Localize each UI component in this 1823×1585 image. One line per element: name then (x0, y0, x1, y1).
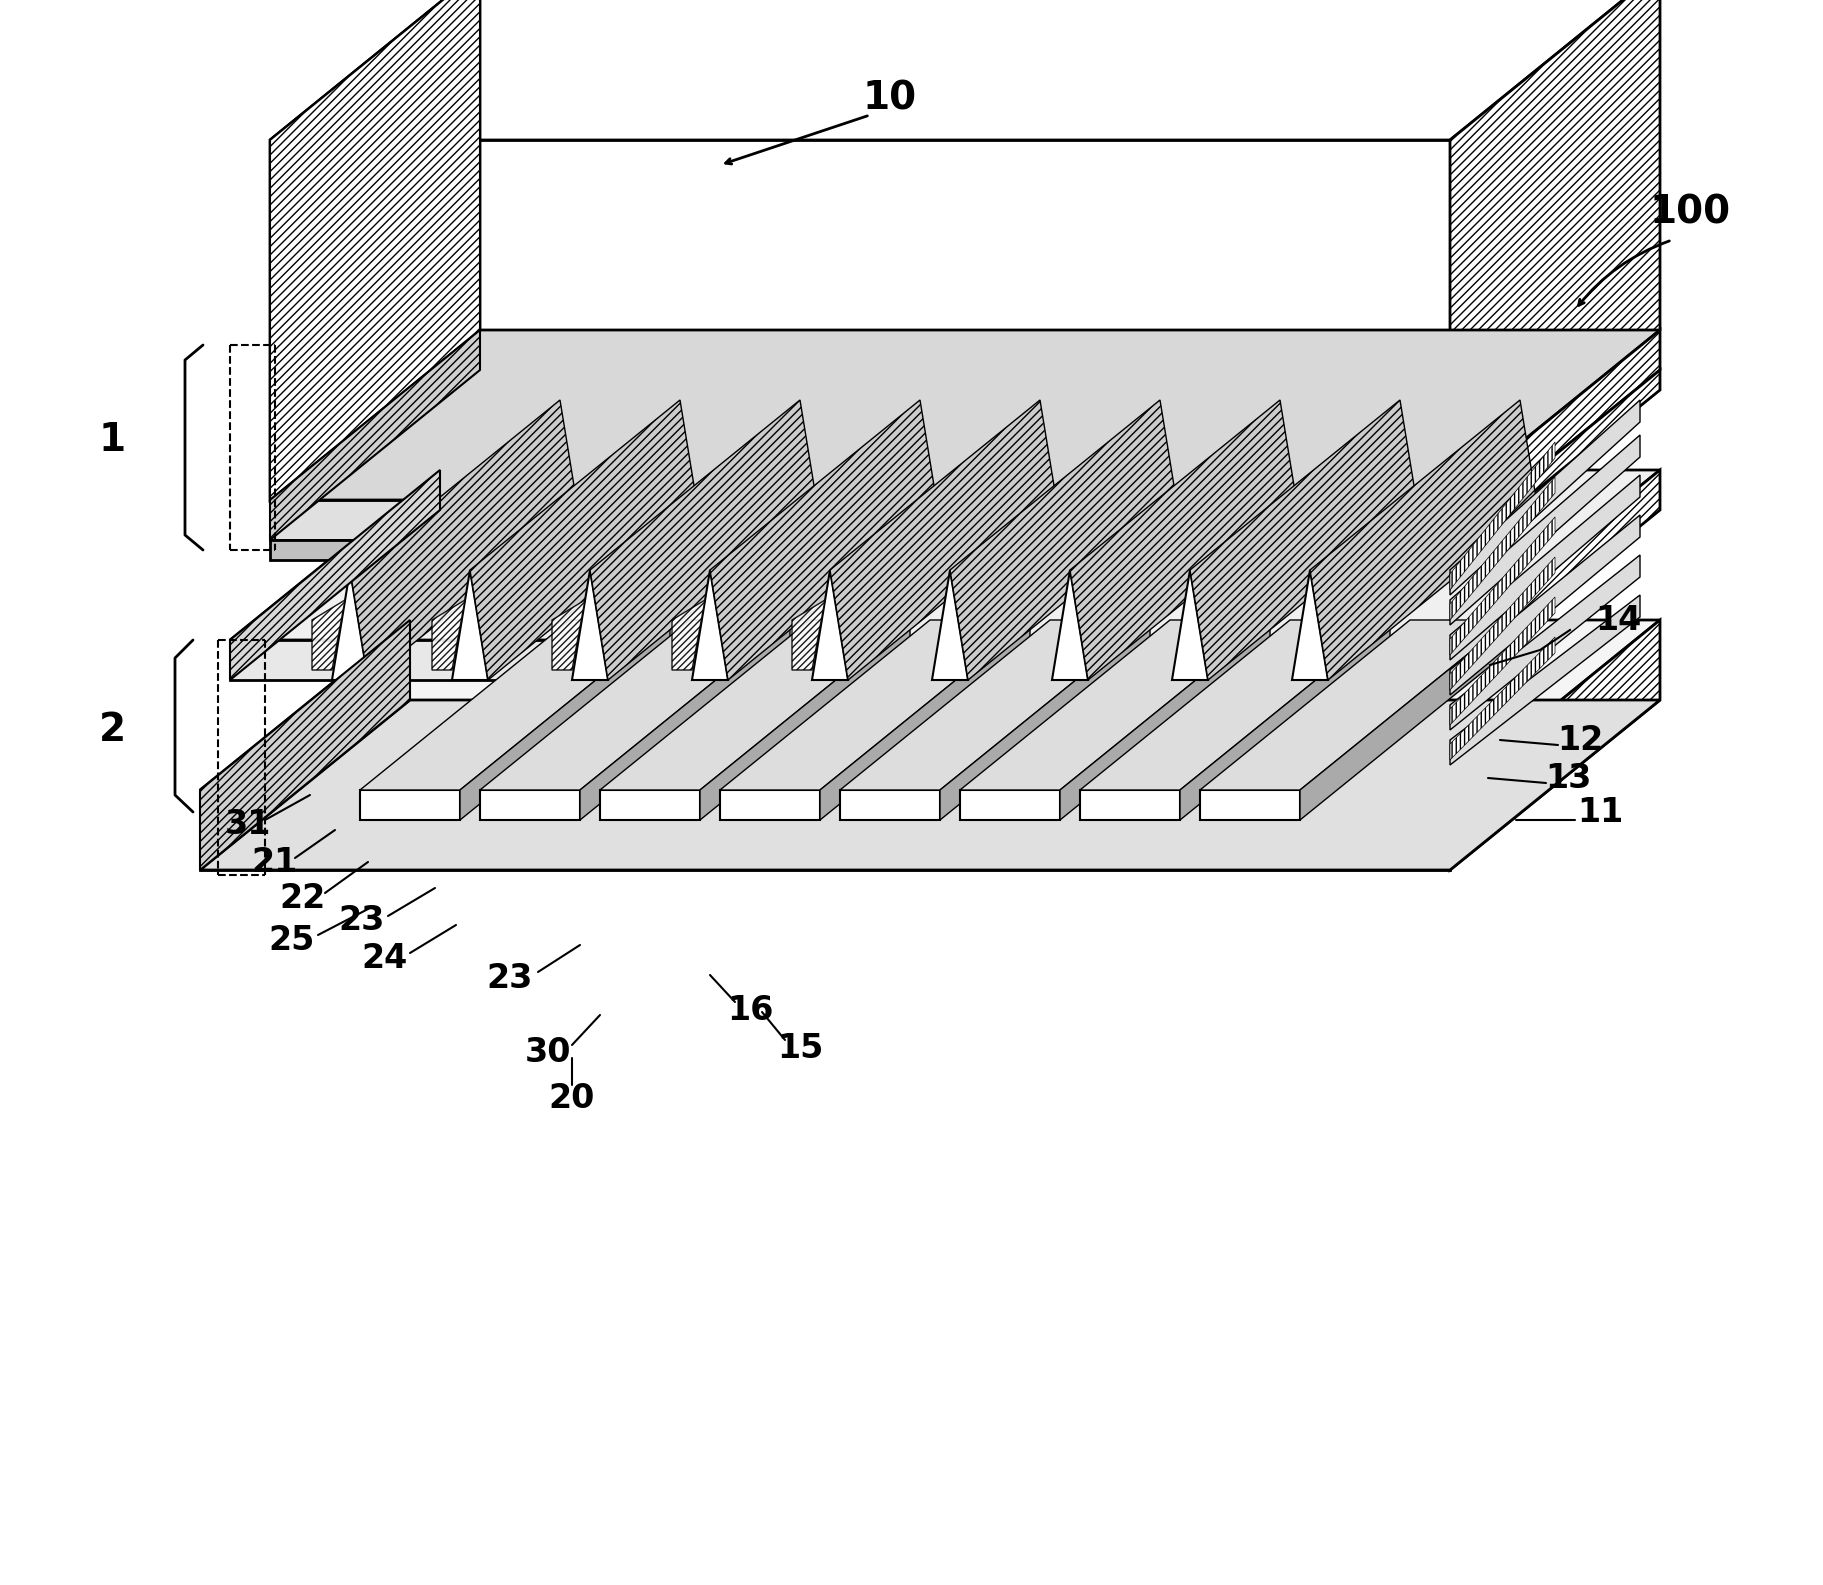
Polygon shape (552, 601, 585, 670)
Text: 23: 23 (339, 903, 385, 937)
Polygon shape (961, 620, 1271, 789)
Polygon shape (270, 540, 1449, 560)
Polygon shape (580, 620, 789, 819)
Polygon shape (230, 640, 1449, 680)
Polygon shape (1449, 476, 1641, 659)
Polygon shape (829, 399, 1057, 680)
Polygon shape (201, 701, 1661, 870)
Polygon shape (591, 399, 819, 680)
Polygon shape (791, 601, 826, 670)
Polygon shape (961, 789, 1059, 819)
Text: 24: 24 (363, 941, 408, 975)
Polygon shape (1449, 556, 1555, 689)
Polygon shape (1449, 594, 1641, 766)
Text: 23: 23 (487, 962, 532, 994)
Polygon shape (1190, 399, 1418, 680)
Text: 14: 14 (1595, 604, 1641, 637)
Polygon shape (1293, 571, 1327, 680)
Polygon shape (1449, 0, 1661, 499)
Polygon shape (600, 620, 910, 789)
Polygon shape (479, 620, 789, 789)
Polygon shape (359, 620, 671, 789)
Text: 11: 11 (1577, 796, 1622, 829)
Polygon shape (1059, 620, 1271, 819)
Polygon shape (1449, 598, 1555, 724)
Polygon shape (1449, 442, 1555, 590)
Polygon shape (1449, 555, 1641, 731)
Text: 21: 21 (252, 845, 299, 878)
Polygon shape (270, 330, 479, 540)
Polygon shape (693, 571, 727, 680)
Polygon shape (1052, 571, 1088, 680)
Polygon shape (1449, 515, 1641, 694)
Polygon shape (709, 399, 939, 680)
Text: 20: 20 (549, 1081, 594, 1114)
Text: 2: 2 (98, 712, 126, 750)
Polygon shape (1179, 620, 1389, 819)
Polygon shape (1449, 399, 1641, 594)
Text: 13: 13 (1544, 761, 1591, 794)
Text: 22: 22 (279, 881, 324, 915)
Polygon shape (270, 0, 479, 499)
Polygon shape (932, 571, 968, 680)
Polygon shape (470, 399, 698, 680)
Polygon shape (1449, 434, 1641, 624)
Polygon shape (1070, 399, 1298, 680)
Text: 12: 12 (1557, 723, 1602, 756)
Polygon shape (572, 571, 609, 680)
Polygon shape (201, 620, 1661, 789)
Polygon shape (270, 139, 1449, 499)
Polygon shape (459, 620, 671, 819)
Polygon shape (941, 620, 1150, 819)
Polygon shape (1172, 571, 1209, 680)
Polygon shape (270, 0, 1661, 139)
Polygon shape (1449, 517, 1555, 655)
Polygon shape (350, 399, 578, 680)
Text: 30: 30 (525, 1035, 571, 1068)
Text: 15: 15 (777, 1032, 824, 1065)
Polygon shape (359, 789, 459, 819)
Polygon shape (452, 571, 489, 680)
Polygon shape (720, 620, 1030, 789)
Polygon shape (230, 471, 439, 680)
Polygon shape (1449, 330, 1661, 540)
Text: 25: 25 (268, 924, 315, 956)
Text: 1: 1 (98, 422, 126, 460)
Polygon shape (230, 471, 1661, 640)
Polygon shape (1449, 471, 1661, 680)
Polygon shape (600, 789, 700, 819)
Polygon shape (332, 571, 368, 680)
Polygon shape (811, 571, 848, 680)
Polygon shape (1200, 789, 1300, 819)
Text: 10: 10 (862, 79, 917, 117)
Polygon shape (1079, 620, 1389, 789)
Polygon shape (201, 789, 1449, 870)
Polygon shape (270, 330, 1661, 499)
Polygon shape (1449, 477, 1555, 620)
Polygon shape (270, 0, 479, 499)
Polygon shape (432, 601, 465, 670)
Polygon shape (1449, 369, 1661, 560)
Polygon shape (1449, 637, 1555, 759)
Polygon shape (720, 789, 820, 819)
Polygon shape (201, 620, 410, 870)
Polygon shape (1200, 620, 1509, 789)
Polygon shape (950, 399, 1178, 680)
Polygon shape (1079, 789, 1179, 819)
Polygon shape (820, 620, 1030, 819)
Polygon shape (700, 620, 910, 819)
Polygon shape (673, 601, 706, 670)
Polygon shape (1449, 620, 1661, 870)
Text: 100: 100 (1650, 193, 1730, 231)
Polygon shape (1300, 620, 1509, 819)
Polygon shape (840, 620, 1150, 789)
Text: 16: 16 (727, 994, 773, 1027)
Polygon shape (270, 499, 1449, 540)
Polygon shape (479, 789, 580, 819)
Polygon shape (312, 601, 345, 670)
Polygon shape (840, 789, 941, 819)
Text: 31: 31 (224, 808, 272, 842)
Polygon shape (1311, 399, 1539, 680)
